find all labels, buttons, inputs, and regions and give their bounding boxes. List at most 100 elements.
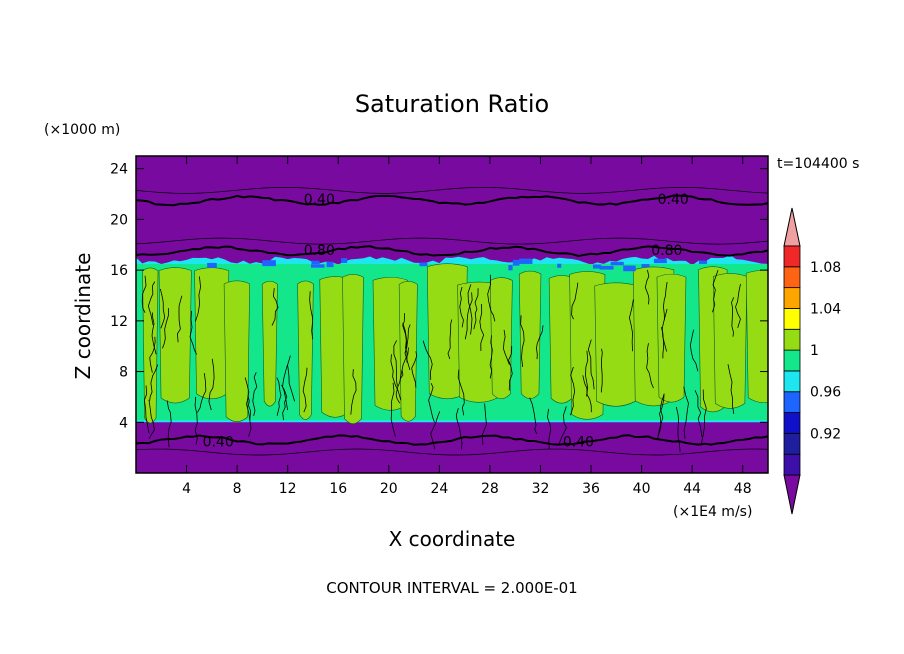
fine-contour <box>149 364 159 401</box>
x-tick-label: 8 <box>233 481 242 497</box>
x-tick-label: 40 <box>633 481 651 497</box>
fine-contour <box>148 399 155 440</box>
x-tick-label: 44 <box>683 481 701 497</box>
fine-contour <box>177 295 183 343</box>
fine-contour <box>189 310 197 355</box>
colorbar: 0.92 0.96 1 1.04 1.08 <box>783 207 841 515</box>
fine-contour <box>661 308 668 352</box>
contour-label: 0.80 <box>651 243 682 259</box>
plot-field: 0.40 0.40 0.80 0.80 0.40 0.40 <box>136 156 768 473</box>
x-tick-label: 16 <box>329 481 347 497</box>
cloud-top-patch <box>310 264 325 268</box>
contour-label: 0.40 <box>203 434 234 450</box>
cloud-top-patch <box>326 261 334 268</box>
colorbar-swatch <box>783 412 801 434</box>
fine-contour <box>479 304 485 351</box>
contour-label: 0.80 <box>304 243 335 259</box>
contour-line-0.80 <box>136 245 768 257</box>
fine-contour <box>467 284 473 335</box>
fine-contour <box>735 283 741 329</box>
fine-contour <box>395 369 403 404</box>
x-tick-label: 32 <box>532 481 550 497</box>
fine-contour <box>390 354 402 401</box>
fine-contour <box>281 384 288 421</box>
colorbar-swatch <box>783 266 801 289</box>
fine-contour <box>489 335 493 379</box>
supersaturated-plume <box>518 270 542 399</box>
cloud-top-patch <box>419 262 428 267</box>
fine-contour <box>700 389 707 446</box>
fine-contour <box>350 369 357 415</box>
y-tick-label: 4 <box>119 415 128 431</box>
colorbar-low-arrow <box>783 474 801 515</box>
fine-contour <box>244 377 251 421</box>
fine-contour <box>536 325 544 360</box>
fine-contour <box>644 269 650 305</box>
chart-title: Saturation Ratio <box>355 90 549 118</box>
fine-contour <box>247 395 252 437</box>
y-axis-unit: (×1000 m) <box>44 122 120 138</box>
fine-contour <box>402 313 408 354</box>
x-tick-label: 12 <box>279 481 297 497</box>
fine-contour <box>271 288 279 326</box>
colorbar-high-arrow <box>783 207 801 247</box>
colorbar-label: 1.04 <box>810 301 841 317</box>
cloud-top-patch <box>262 260 276 267</box>
fine-contour <box>411 351 418 388</box>
x-tick-label: 20 <box>380 481 398 497</box>
contour-label: 0.40 <box>658 192 689 208</box>
fine-contour <box>162 308 169 349</box>
fine-contour <box>585 350 589 397</box>
fine-contour <box>151 312 157 355</box>
fine-contour <box>147 281 156 326</box>
colorbar-swatch <box>783 349 801 372</box>
fine-contour <box>712 270 719 313</box>
fine-contour <box>600 348 603 393</box>
cloud-top-patch <box>519 258 533 264</box>
fine-contour <box>629 299 634 352</box>
fine-contour <box>194 396 198 445</box>
contour-line-minor <box>136 448 768 456</box>
colorbar-swatch <box>783 245 801 268</box>
colorbar-label: 0.96 <box>810 385 841 401</box>
supersaturated-plume <box>656 273 687 403</box>
fine-contour <box>646 343 654 389</box>
contour-line-minor <box>136 187 768 194</box>
y-axis-label: Z coordinate <box>71 253 95 380</box>
cloud-top-patch <box>653 258 667 264</box>
fine-contour <box>582 375 592 413</box>
fine-contour <box>473 288 479 330</box>
colorbar-swatch <box>783 391 801 413</box>
supersaturated-plume <box>261 280 278 407</box>
fine-contour <box>520 315 525 367</box>
contour-interval-note: CONTOUR INTERVAL = 2.000E-01 <box>326 579 577 597</box>
y-tick-label: 20 <box>110 212 128 228</box>
colorbar-swatch <box>783 453 801 476</box>
fine-contour <box>657 393 665 438</box>
colorbar-swatch <box>783 308 801 330</box>
x-tick-label: 28 <box>481 481 499 497</box>
fine-contour <box>447 319 453 360</box>
fine-contour <box>393 340 398 386</box>
cloud-top-patch <box>623 265 636 272</box>
x-axis-label: X coordinate <box>389 527 516 551</box>
fine-contour <box>570 366 576 416</box>
y-tick-label: 12 <box>110 314 128 330</box>
cloud-top-patch <box>599 265 614 270</box>
time-label: t=104400 s <box>777 156 859 172</box>
supersaturated-plume <box>712 273 748 409</box>
supersaturated-plume <box>223 280 250 423</box>
fine-contour <box>547 408 552 450</box>
fine-contour <box>459 286 464 328</box>
colorbar-swatch <box>783 287 801 309</box>
fine-contour <box>399 347 409 380</box>
fine-contour <box>587 339 595 390</box>
plot-frame <box>135 155 769 474</box>
contour-line-0.40 <box>136 194 768 207</box>
fine-contour <box>660 326 664 359</box>
fine-contour <box>503 329 510 365</box>
x-tick-label: 48 <box>734 481 752 497</box>
x-tick-label: 4 <box>182 481 191 497</box>
y-tick-label: 16 <box>110 263 128 279</box>
